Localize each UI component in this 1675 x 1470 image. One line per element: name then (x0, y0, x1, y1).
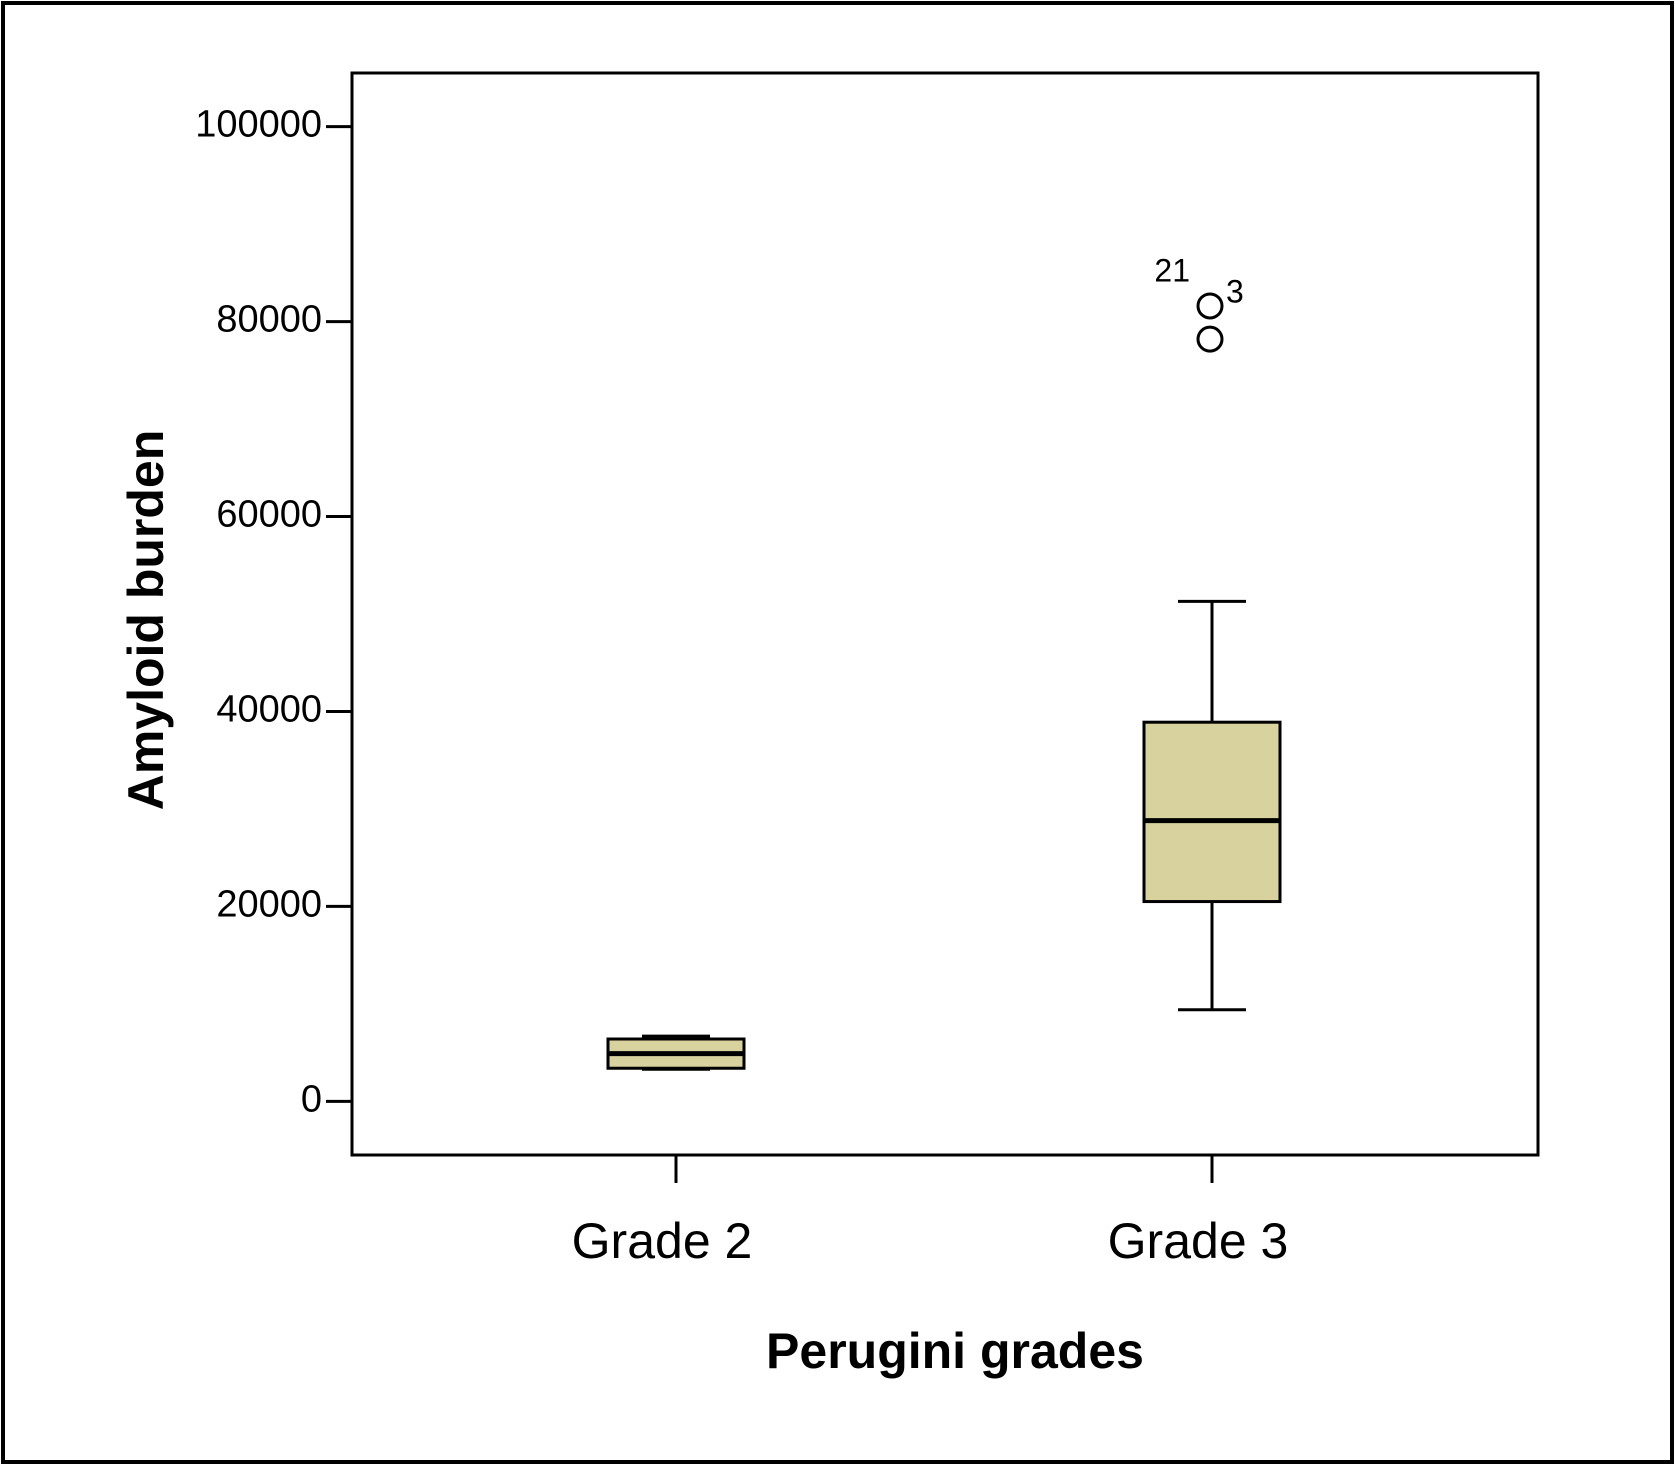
y-axis-title: Amyloid burden (118, 430, 174, 811)
box (1142, 720, 1282, 904)
x-tick-label: Grade 3 (1108, 1213, 1289, 1269)
outlier (1196, 292, 1224, 320)
y-tick-label: 100000 (195, 104, 322, 146)
plot-frame (350, 71, 1540, 1157)
outlier-label: 3 (1226, 273, 1244, 309)
y-tick-label: 60000 (216, 494, 322, 536)
y-tick-label: 0 (301, 1078, 322, 1120)
y-tick-label: 40000 (216, 689, 322, 731)
outlier (1196, 325, 1224, 353)
y-tick-label: 80000 (216, 299, 322, 341)
x-axis-title: Perugini grades (766, 1323, 1144, 1379)
x-tick-label: Grade 2 (572, 1213, 753, 1269)
outlier-label: 21 (1154, 253, 1190, 289)
y-tick-label: 20000 (216, 883, 322, 925)
